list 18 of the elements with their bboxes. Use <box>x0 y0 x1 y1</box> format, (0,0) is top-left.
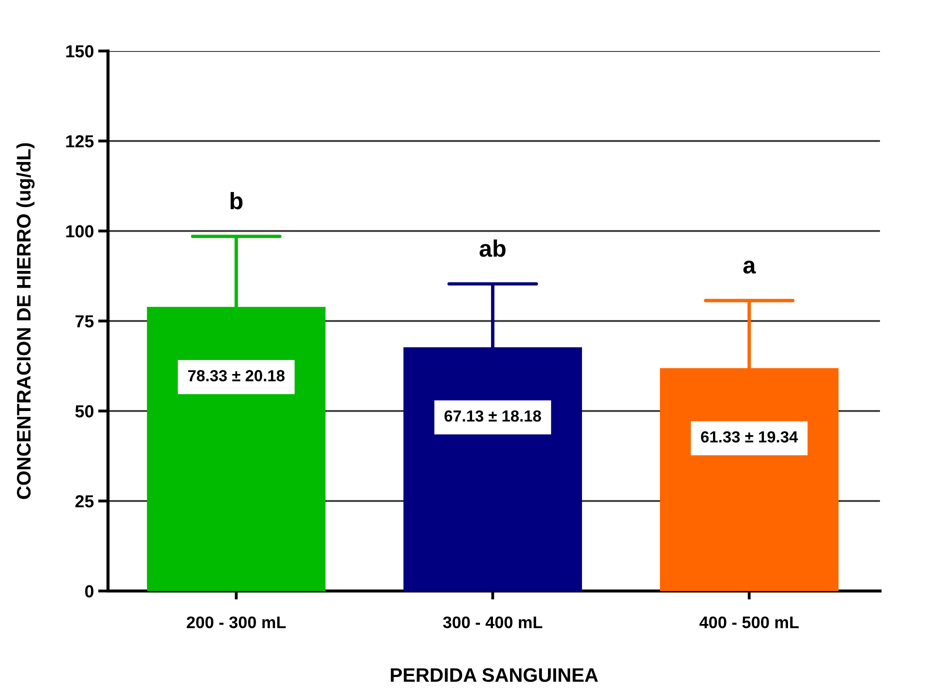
y-tick-label: 125 <box>66 135 94 148</box>
annotation: ab <box>480 240 506 257</box>
y-tick-label: 75 <box>76 315 94 328</box>
x-tick-label: 300 - 400 mL <box>443 616 542 628</box>
y-tick-label: 100 <box>66 225 94 238</box>
y-tick-label: 50 <box>75 405 94 418</box>
y-tick-label: 25 <box>75 495 94 508</box>
data-label: 78.33 ± 20.18 <box>188 370 285 382</box>
x-tick-label: 400 - 500 mL <box>699 616 799 628</box>
data-label: 67.13 ± 18.18 <box>444 410 542 422</box>
x-tick-label: 200 - 300 mL <box>186 616 286 628</box>
y-tick-label: 0 <box>85 585 94 598</box>
y-axis-title: CONCENTRACION DE HIERRO (ug/dL) <box>16 143 35 499</box>
annotation: a <box>743 260 756 274</box>
data-label: 61.33 ± 19.34 <box>700 431 798 443</box>
x-axis-title: PERDIDA SANGUINEA <box>390 668 598 682</box>
y-tick-label: 150 <box>66 45 94 58</box>
annotation: b <box>230 192 242 210</box>
